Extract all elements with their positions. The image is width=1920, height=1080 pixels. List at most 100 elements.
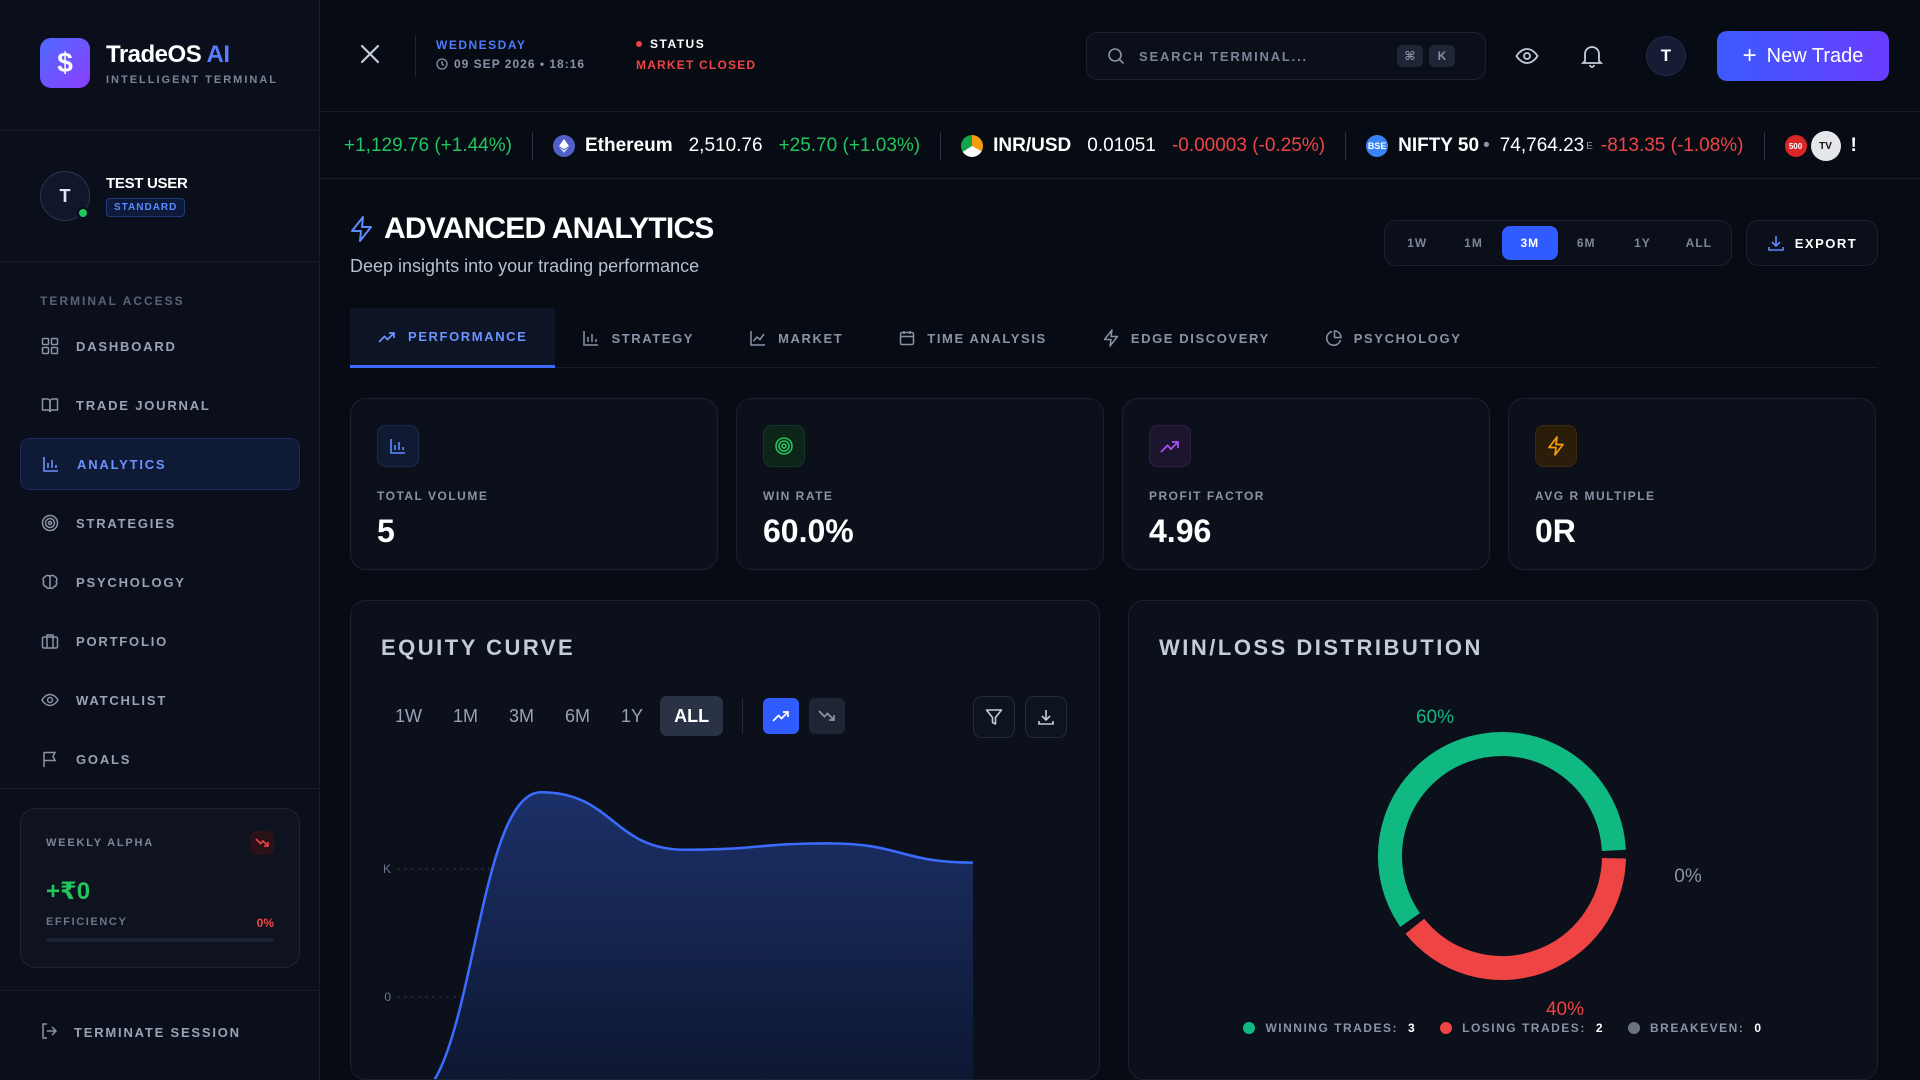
brain-icon (40, 572, 60, 592)
equity-area (434, 792, 973, 1079)
user-name: TEST USER (106, 175, 188, 192)
main-content: ADVANCED ANALYTICS Deep insights into yo… (320, 180, 1900, 1080)
visibility-toggle-button[interactable] (1511, 40, 1543, 72)
export-button[interactable]: EXPORT (1746, 220, 1878, 266)
efficiency-value: 0% (256, 916, 274, 930)
equity-range-1y[interactable]: 1Y (621, 705, 644, 726)
tradingview-icon: TV (1810, 131, 1841, 161)
new-trade-button[interactable]: + New Trade (1717, 31, 1889, 81)
sidebar-item-portfolio[interactable]: PORTFOLIO (20, 615, 300, 667)
trending-up-icon (378, 331, 395, 343)
user-avatar[interactable]: T (1646, 36, 1686, 76)
ticker-item[interactable]: 500 TV ! (1765, 131, 1893, 161)
weekly-alpha-label: WEEKLY ALPHA (46, 837, 154, 849)
chart-mode-up-button[interactable] (763, 698, 800, 734)
filter-icon (985, 709, 1003, 725)
sidebar-item-trade-journal[interactable]: TRADE JOURNAL (20, 379, 300, 431)
range-3m-button[interactable]: 3M (1501, 226, 1558, 260)
ticker-item[interactable]: +1,129.76 (+1.44%) (344, 132, 533, 160)
win-loss-title: WIN/LOSS DISTRIBUTION (1159, 635, 1483, 660)
legend-item-breakeven: BREAKEVEN: 0 (1628, 1021, 1763, 1035)
kpi-label: PROFIT FACTOR (1149, 489, 1265, 503)
legend-item-winning: WINNING TRADES: 3 (1243, 1021, 1416, 1035)
online-status-dot (77, 207, 89, 219)
equity-range-3m[interactable]: 3M (509, 705, 535, 726)
y-tick-label: K (383, 862, 391, 876)
equity-range-1m[interactable]: 1M (453, 705, 479, 726)
range-1y-button[interactable]: 1Y (1634, 236, 1651, 250)
sidebar-item-goals[interactable]: GOALS (20, 733, 300, 785)
close-button[interactable] (354, 38, 386, 70)
tab-market[interactable]: MARKET (722, 308, 871, 368)
kpi-label: AVG R MULTIPLE (1535, 489, 1656, 503)
zap-icon (351, 216, 372, 242)
equity-range-1w[interactable]: 1W (395, 705, 422, 726)
tab-edge-discovery[interactable]: EDGE DISCOVERY (1075, 308, 1298, 368)
sidebar-item-dashboard[interactable]: DASHBOARD (20, 320, 300, 372)
clock-icon (436, 58, 448, 70)
sidebar-item-strategies[interactable]: STRATEGIES (20, 497, 300, 549)
breakeven-percent-label: 0% (1674, 866, 1702, 887)
analytics-tabs: PERFORMANCE STRATEGY MARKET TIME ANALYSI… (350, 308, 1878, 368)
divider (742, 698, 744, 734)
range-1w-button[interactable]: 1W (1407, 236, 1428, 250)
download-chart-button[interactable] (1025, 696, 1067, 738)
ethereum-icon (552, 135, 575, 157)
user-card[interactable]: T TEST USER STANDARD (40, 171, 188, 221)
grid-icon (40, 336, 60, 356)
weekly-alpha-value: +₹0 (46, 878, 91, 905)
terminate-session-button[interactable]: TERMINATE SESSION (40, 1022, 241, 1043)
ticker-item[interactable]: Ethereum 2,510.76 +25.70 (+1.03%) (533, 132, 942, 160)
range-1m-button[interactable]: 1M (1464, 236, 1483, 250)
kpi-label: WIN RATE (763, 489, 834, 503)
ticker-item[interactable]: INR/USD 0.01051 -0.00003 (-0.25%) (941, 132, 1347, 160)
filter-button[interactable] (973, 696, 1015, 738)
ticker-item[interactable]: BSE NIFTY 50 • 74,764.23 E -813.35 (-1.0… (1346, 132, 1765, 160)
flag-icon (40, 749, 60, 769)
divider (0, 261, 320, 262)
range-all-button[interactable]: ALL (1685, 236, 1712, 250)
weekly-alpha-card[interactable]: WEEKLY ALPHA +₹0 EFFICIENCY 0% (20, 808, 300, 968)
efficiency-progress-bar (46, 938, 274, 942)
brand-logo: $ (40, 38, 90, 88)
close-icon (360, 44, 380, 64)
trending-down-icon (250, 831, 274, 855)
notifications-button[interactable] (1576, 40, 1608, 72)
kpi-label: TOTAL VOLUME (377, 489, 489, 503)
tab-performance[interactable]: PERFORMANCE (350, 308, 556, 368)
sidebar: $ TradeOS AI INTELLIGENT TERMINAL T TEST… (0, 0, 320, 1080)
donut-slice-losing[interactable] (1405, 857, 1626, 980)
status-label: STATUS (650, 37, 706, 51)
search-bar[interactable]: ⌘ K (1086, 32, 1486, 80)
sidebar-item-analytics[interactable]: ANALYTICS (20, 438, 300, 490)
divider (0, 788, 320, 789)
kpi-card-total-volume: TOTAL VOLUME 5 (350, 398, 718, 570)
win-loss-legend: WINNING TRADES: 3 LOSING TRADES: 2 BREAK… (1129, 1021, 1877, 1035)
equity-range-6m[interactable]: 6M (565, 705, 591, 726)
equity-range-all[interactable]: ALL (660, 696, 724, 736)
bell-icon (1581, 46, 1603, 68)
tab-psychology[interactable]: PSYCHOLOGY (1298, 308, 1490, 368)
tab-strategy[interactable]: STRATEGY (555, 308, 722, 368)
range-6m-button[interactable]: 6M (1576, 236, 1596, 250)
nav-heading: TERMINAL ACCESS (40, 294, 185, 308)
brand[interactable]: $ TradeOS AI INTELLIGENT TERMINAL (40, 38, 278, 88)
bar-chart-icon (583, 331, 599, 346)
market-ticker: +1,129.76 (+1.44%) Ethereum 2,510.76 +25… (320, 113, 1920, 179)
divider (0, 130, 320, 131)
donut-slice-winning[interactable] (1378, 732, 1626, 927)
chart-mode-down-button[interactable] (809, 698, 846, 734)
eye-icon (40, 690, 60, 710)
sidebar-item-watchlist[interactable]: WATCHLIST (20, 674, 300, 726)
target-icon (763, 425, 805, 467)
status-dot (636, 41, 642, 47)
kpi-value: 60.0% (763, 513, 854, 549)
date-display: WEDNESDAY 09 SEP 2026 • 18:16 (436, 38, 585, 71)
kpi-card-win-rate: WIN RATE 60.0% (736, 398, 1104, 570)
search-input[interactable] (1139, 48, 1389, 64)
bar-chart-icon (41, 454, 61, 474)
sidebar-item-psychology[interactable]: PSYCHOLOGY (20, 556, 300, 608)
page-title: ADVANCED ANALYTICS (350, 212, 714, 246)
page-subtitle: Deep insights into your trading performa… (350, 256, 700, 276)
tab-time-analysis[interactable]: TIME ANALYSIS (871, 308, 1075, 368)
